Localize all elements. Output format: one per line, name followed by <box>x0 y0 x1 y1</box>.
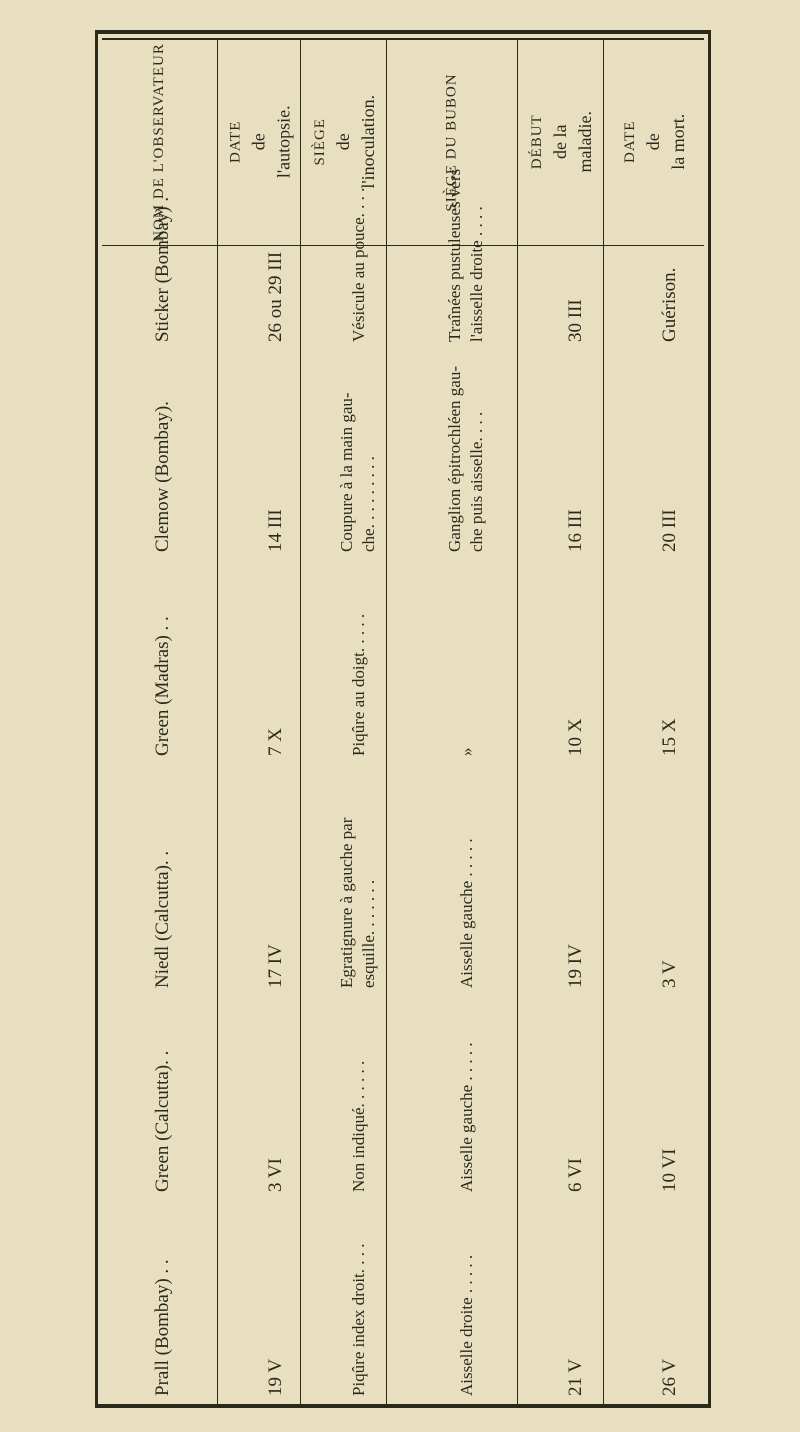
mort-date: Guérison. <box>659 267 681 341</box>
header-label: SIÈGE de l'inoculation. <box>306 95 382 189</box>
header-word: DATE <box>622 121 638 163</box>
header-word: de <box>333 134 353 151</box>
mort-date: 15 X <box>659 718 681 755</box>
inoculation-text: Piqûre au doigt. . . . . <box>349 613 369 755</box>
header-col-autopsie: DATE de l'autopsie. <box>218 40 301 245</box>
data-col-inoculation: Piqûre index droit. . . . Non indiqué. .… <box>301 245 387 1405</box>
header-word: maladie. <box>575 112 595 173</box>
observer-name: Clemow (Bombay). <box>152 401 174 552</box>
header-label: DATE de l'autopsie. <box>221 106 297 179</box>
inoculation-text: esquille. . . . . . . <box>359 879 379 987</box>
page: NOM DE L'OBSERVATEUR DATE de l'autopsie. <box>0 0 800 1432</box>
autopsie-date: 14 III <box>265 509 287 552</box>
header-word: la mort. <box>669 114 689 170</box>
header-word: l'autopsie. <box>274 106 294 179</box>
inoculation-text: Vésicule au pouce. . . . <box>349 187 369 341</box>
observer-name: Green (Calcutta). . <box>152 1050 174 1191</box>
data-table: NOM DE L'OBSERVATEUR DATE de l'autopsie. <box>102 40 704 1405</box>
autopsie-date: 26 ou 29 III <box>265 251 287 341</box>
table-outer-frame: NOM DE L'OBSERVATEUR DATE de l'autopsie. <box>95 30 711 1408</box>
mort-date: 26 V <box>659 1358 681 1395</box>
data-col-observer: Prall (Bombay) . . Green (Calcutta). . N… <box>102 245 218 1405</box>
data-col-debut: 21 V 6 VI 19 IV 10 X 16 III 30 III <box>518 245 604 1405</box>
inoculation-text: Non indiqué. . . . . . <box>349 1060 369 1191</box>
header-col-mort: DATE de la mort. <box>604 40 705 245</box>
header-label: DATE de la mort. <box>616 114 692 170</box>
header-word: de <box>248 134 268 151</box>
bubon-text: l'aisselle droite . . . . <box>467 206 487 342</box>
header-col-inoculation: SIÈGE de l'inoculation. <box>301 40 387 245</box>
data-col-bubon: Aisselle droite . . . . . Aisselle gauch… <box>387 245 518 1405</box>
inoculation-text: Coupure à la main gau- <box>337 392 357 552</box>
autopsie-date: 19 V <box>265 1358 287 1395</box>
header-word: l'inoculation. <box>358 95 378 189</box>
observer-name: Niedl (Calcutta). . <box>152 850 174 987</box>
bubon-text: » <box>457 747 477 756</box>
header-word: DÉBUT <box>529 115 545 170</box>
header-word: SIÈGE <box>312 119 328 167</box>
header-word: de la <box>550 125 570 159</box>
debut-date: 30 III <box>565 299 587 342</box>
mort-date: 10 VI <box>659 1148 681 1191</box>
table-inner-frame: NOM DE L'OBSERVATEUR DATE de l'autopsie. <box>102 38 704 1404</box>
inoculation-text: che. . . . . . . . . <box>359 456 379 552</box>
bubon-text: Aisselle gauche . . . . . <box>457 1042 477 1192</box>
autopsie-date: 7 X <box>265 728 287 756</box>
mort-date: 20 III <box>659 509 681 552</box>
debut-date: 19 IV <box>565 944 587 988</box>
debut-date: 16 III <box>565 509 587 552</box>
debut-date: 21 V <box>565 1358 587 1395</box>
bubon-text: Aisselle gauche . . . . . <box>457 838 477 988</box>
inoculation-text: Piqûre index droit. . . . <box>349 1243 369 1396</box>
bubon-text: Ganglion épitrochléen gau- <box>445 366 465 552</box>
inoculation-text: Egratignure à gauche par <box>337 817 357 987</box>
debut-date: 10 X <box>565 718 587 755</box>
header-label: DÉBUT de la maladie. <box>523 112 599 173</box>
observer-name: Green (Madras) . . <box>152 616 174 756</box>
autopsie-date: 3 VI <box>265 1158 287 1192</box>
observer-name: Sticker (Bombay) . <box>152 196 174 341</box>
observer-name: Prall (Bombay) . . <box>152 1259 174 1396</box>
data-col-mort: 26 V 10 VI 3 V 15 X 20 III Guérison. <box>604 245 705 1405</box>
debut-date: 6 VI <box>565 1158 587 1192</box>
data-col-autopsie: 19 V 3 VI 17 IV 7 X 14 III 26 ou 29 III <box>218 245 301 1405</box>
header-col-debut: DÉBUT de la maladie. <box>518 40 604 245</box>
bubon-text: che puis aisselle. . . . <box>467 411 487 551</box>
header-word: de <box>643 134 663 151</box>
header-word: DATE <box>227 121 243 163</box>
mort-date: 3 V <box>659 960 681 988</box>
autopsie-date: 17 IV <box>265 944 287 988</box>
bubon-text: Aisselle droite . . . . . <box>457 1254 477 1395</box>
bubon-text: Traînées pustuleuses vers <box>445 168 465 341</box>
